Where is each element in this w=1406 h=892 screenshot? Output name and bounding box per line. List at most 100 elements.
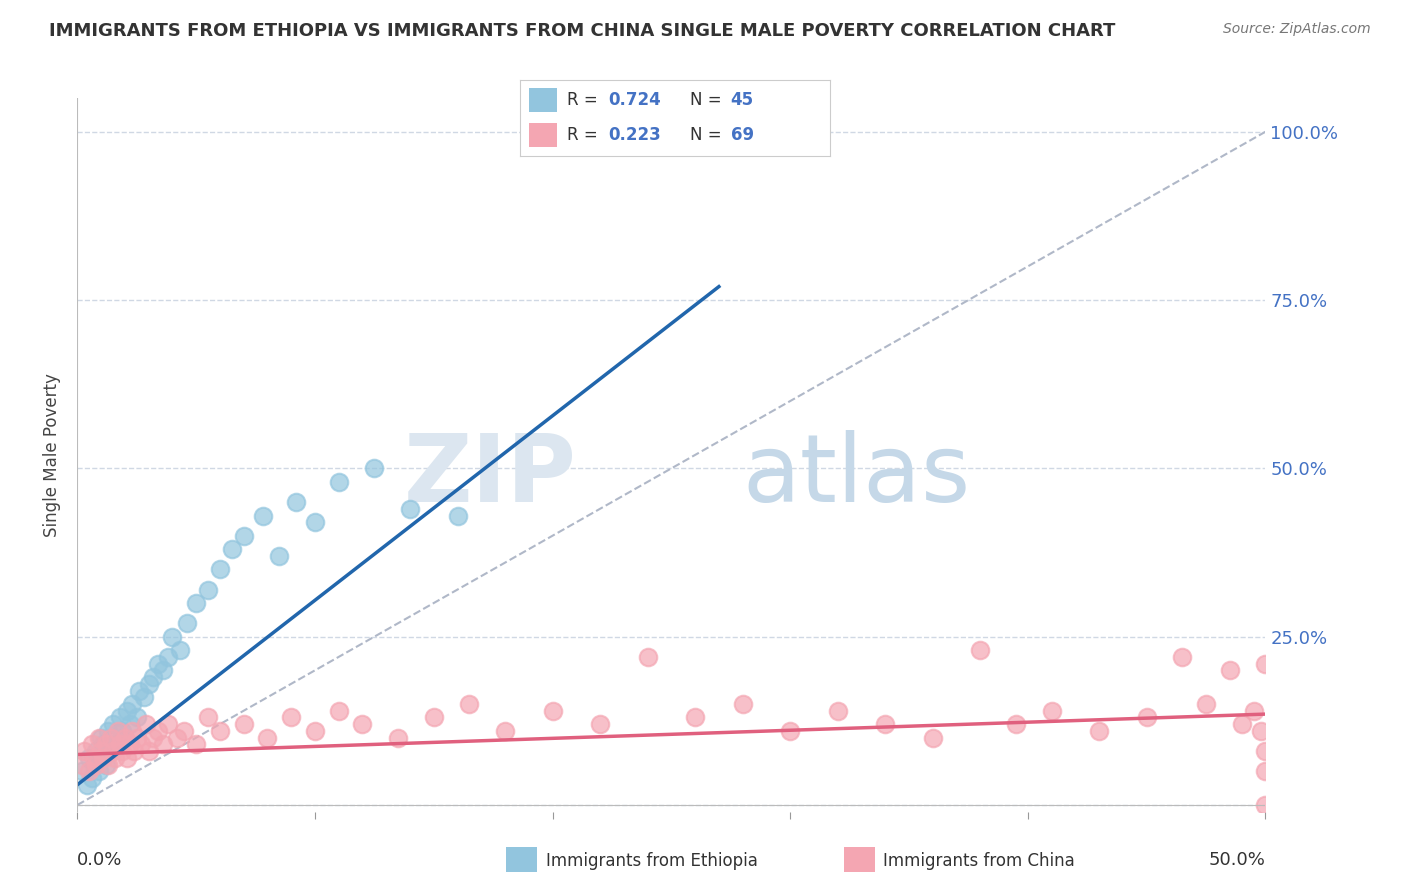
Point [125, 710, 148, 724]
Point [458, 697, 481, 711]
Point [97, 723, 120, 738]
Text: 69: 69 [731, 126, 754, 144]
Point [352, 717, 374, 731]
Point [208, 723, 231, 738]
Point [363, 461, 385, 475]
Point [138, 677, 160, 691]
Point [1254, 797, 1277, 812]
Point [541, 704, 564, 718]
Point [173, 723, 195, 738]
Point [152, 664, 174, 678]
Point [131, 738, 153, 752]
Point [111, 744, 134, 758]
Point [399, 501, 422, 516]
Point [169, 643, 191, 657]
Point [221, 542, 243, 557]
Text: N =: N = [690, 91, 727, 109]
Text: Immigrants from Ethiopia: Immigrants from Ethiopia [546, 852, 758, 870]
Point [1171, 649, 1194, 664]
Point [138, 744, 160, 758]
Point [232, 717, 254, 731]
Point [156, 717, 179, 731]
Point [97, 757, 120, 772]
Point [1088, 723, 1111, 738]
Point [70, 757, 93, 772]
Point [197, 582, 219, 597]
Text: R =: R = [567, 91, 603, 109]
Point [197, 710, 219, 724]
Point [87, 731, 110, 745]
Point [76, 778, 98, 792]
Point [252, 508, 274, 523]
Point [80, 771, 103, 785]
Point [142, 670, 165, 684]
Y-axis label: Single Male Poverty: Single Male Poverty [44, 373, 62, 537]
Point [70, 764, 93, 779]
Point [104, 738, 127, 752]
Point [186, 738, 208, 752]
Point [118, 738, 141, 752]
Point [94, 738, 117, 752]
Point [921, 731, 943, 745]
Point [589, 717, 612, 731]
Point [1219, 664, 1241, 678]
Text: 0.0%: 0.0% [77, 851, 122, 869]
Text: 50.0%: 50.0% [1209, 851, 1265, 869]
Point [108, 738, 131, 752]
Point [86, 744, 108, 758]
Point [494, 723, 516, 738]
Point [269, 549, 291, 563]
Point [304, 515, 326, 529]
Point [328, 475, 350, 489]
Bar [530, 88, 557, 112]
Point [827, 704, 849, 718]
Point [256, 731, 278, 745]
Text: R =: R = [567, 126, 603, 144]
Point [77, 751, 100, 765]
Point [90, 751, 112, 765]
Point [969, 643, 991, 657]
Point [114, 731, 136, 745]
Point [77, 764, 100, 779]
Point [83, 757, 105, 772]
Point [162, 630, 184, 644]
Point [280, 710, 302, 724]
Point [115, 704, 138, 718]
Point [100, 731, 122, 745]
Point [1254, 764, 1277, 779]
Point [1243, 704, 1265, 718]
Point [124, 744, 146, 758]
Text: N =: N = [690, 126, 727, 144]
Point [108, 710, 131, 724]
Point [1005, 717, 1028, 731]
Point [93, 738, 115, 752]
Point [111, 723, 134, 738]
Bar [530, 123, 557, 147]
Point [1040, 704, 1063, 718]
Point [1254, 744, 1277, 758]
Point [114, 731, 136, 745]
Point [125, 731, 148, 745]
Point [135, 717, 157, 731]
Point [387, 731, 409, 745]
Point [118, 717, 141, 731]
Text: IMMIGRANTS FROM ETHIOPIA VS IMMIGRANTS FROM CHINA SINGLE MALE POVERTY CORRELATIO: IMMIGRANTS FROM ETHIOPIA VS IMMIGRANTS F… [49, 22, 1115, 40]
Point [232, 529, 254, 543]
Text: 0.223: 0.223 [609, 126, 661, 144]
Text: Source: ZipAtlas.com: Source: ZipAtlas.com [1223, 22, 1371, 37]
Point [115, 751, 138, 765]
Point [83, 751, 105, 765]
Point [1254, 657, 1277, 671]
Point [146, 657, 169, 671]
Point [87, 764, 110, 779]
Point [101, 744, 124, 758]
Point [1250, 723, 1272, 738]
Point [142, 731, 165, 745]
Point [121, 697, 143, 711]
Point [186, 596, 208, 610]
Point [683, 710, 706, 724]
Point [1230, 717, 1253, 731]
Point [128, 683, 150, 698]
Point [284, 495, 307, 509]
Point [121, 723, 143, 738]
